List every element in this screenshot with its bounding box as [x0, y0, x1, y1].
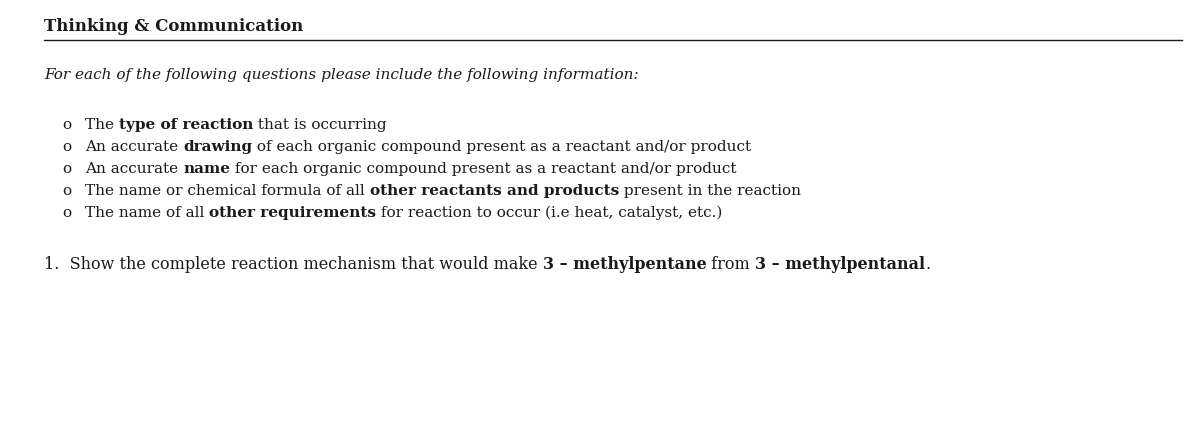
- Text: of each organic compound present as a reactant and/or product: of each organic compound present as a re…: [252, 140, 751, 154]
- Text: other reactants and products: other reactants and products: [370, 184, 619, 198]
- Text: other requirements: other requirements: [209, 206, 377, 220]
- Text: type of reaction: type of reaction: [119, 118, 253, 132]
- Text: 1.  Show the complete reaction mechanism that would make: 1. Show the complete reaction mechanism …: [44, 256, 542, 273]
- Text: that is occurring: that is occurring: [253, 118, 386, 132]
- Text: for each organic compound present as a reactant and/or product: for each organic compound present as a r…: [230, 162, 737, 176]
- Text: drawing: drawing: [182, 140, 252, 154]
- Text: o: o: [62, 118, 71, 132]
- Text: .: .: [925, 256, 930, 273]
- Text: The name of all: The name of all: [85, 206, 209, 220]
- Text: o: o: [62, 206, 71, 220]
- Text: 3 – methylpentanal: 3 – methylpentanal: [755, 256, 925, 273]
- Text: name: name: [182, 162, 230, 176]
- Text: The: The: [85, 118, 119, 132]
- Text: o: o: [62, 162, 71, 176]
- Text: The name or chemical formula of all: The name or chemical formula of all: [85, 184, 370, 198]
- Text: for reaction to occur (i.e heat, catalyst, etc.): for reaction to occur (i.e heat, catalys…: [377, 206, 722, 220]
- Text: present in the reaction: present in the reaction: [619, 184, 800, 198]
- Text: from: from: [707, 256, 755, 273]
- Text: 3 – methylpentane: 3 – methylpentane: [542, 256, 707, 273]
- Text: Thinking & Communication: Thinking & Communication: [44, 18, 304, 35]
- Text: o: o: [62, 184, 71, 198]
- Text: An accurate: An accurate: [85, 140, 182, 154]
- Text: o: o: [62, 140, 71, 154]
- Text: An accurate: An accurate: [85, 162, 182, 176]
- Text: For each of the following questions please include the following information:: For each of the following questions plea…: [44, 68, 638, 82]
